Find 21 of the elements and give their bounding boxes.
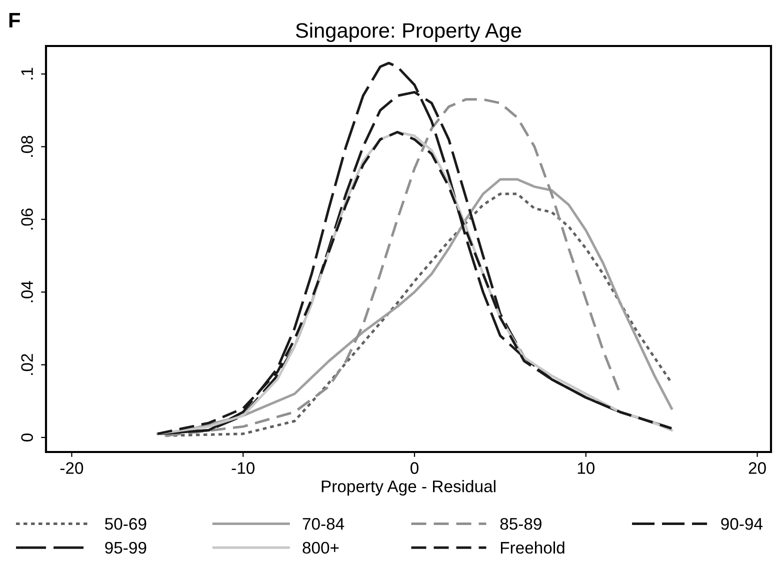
text: F xyxy=(9,13,20,28)
legend-label: Freehold xyxy=(500,541,564,554)
x-axis-title: Property Age - Residual xyxy=(322,480,496,496)
x-tick-label: 10 xyxy=(578,462,595,474)
legend-label: 90-94 xyxy=(721,518,763,530)
y-tick-label: 0 xyxy=(21,433,33,442)
x-tick-label: 0 xyxy=(410,462,418,474)
legend-label: 85-89 xyxy=(500,518,542,530)
y-tick-label: .02 xyxy=(21,354,33,375)
legend-label: 50-69 xyxy=(105,518,146,530)
y-tick-label: .08 xyxy=(21,136,33,157)
x-tick-label: -20 xyxy=(60,462,84,474)
x-tick-label: 20 xyxy=(748,462,766,474)
legend-label: 800+ xyxy=(302,542,339,554)
y-tick-label: .1 xyxy=(21,68,33,80)
y-tick-label: .04 xyxy=(21,280,33,302)
y-tick-label: .06 xyxy=(21,208,33,230)
chart-title: Singapore: Property Age xyxy=(296,22,522,42)
legend-label: 70-84 xyxy=(302,518,344,530)
legend-label: 95-99 xyxy=(105,542,146,554)
x-tick-label: -10 xyxy=(232,462,254,474)
